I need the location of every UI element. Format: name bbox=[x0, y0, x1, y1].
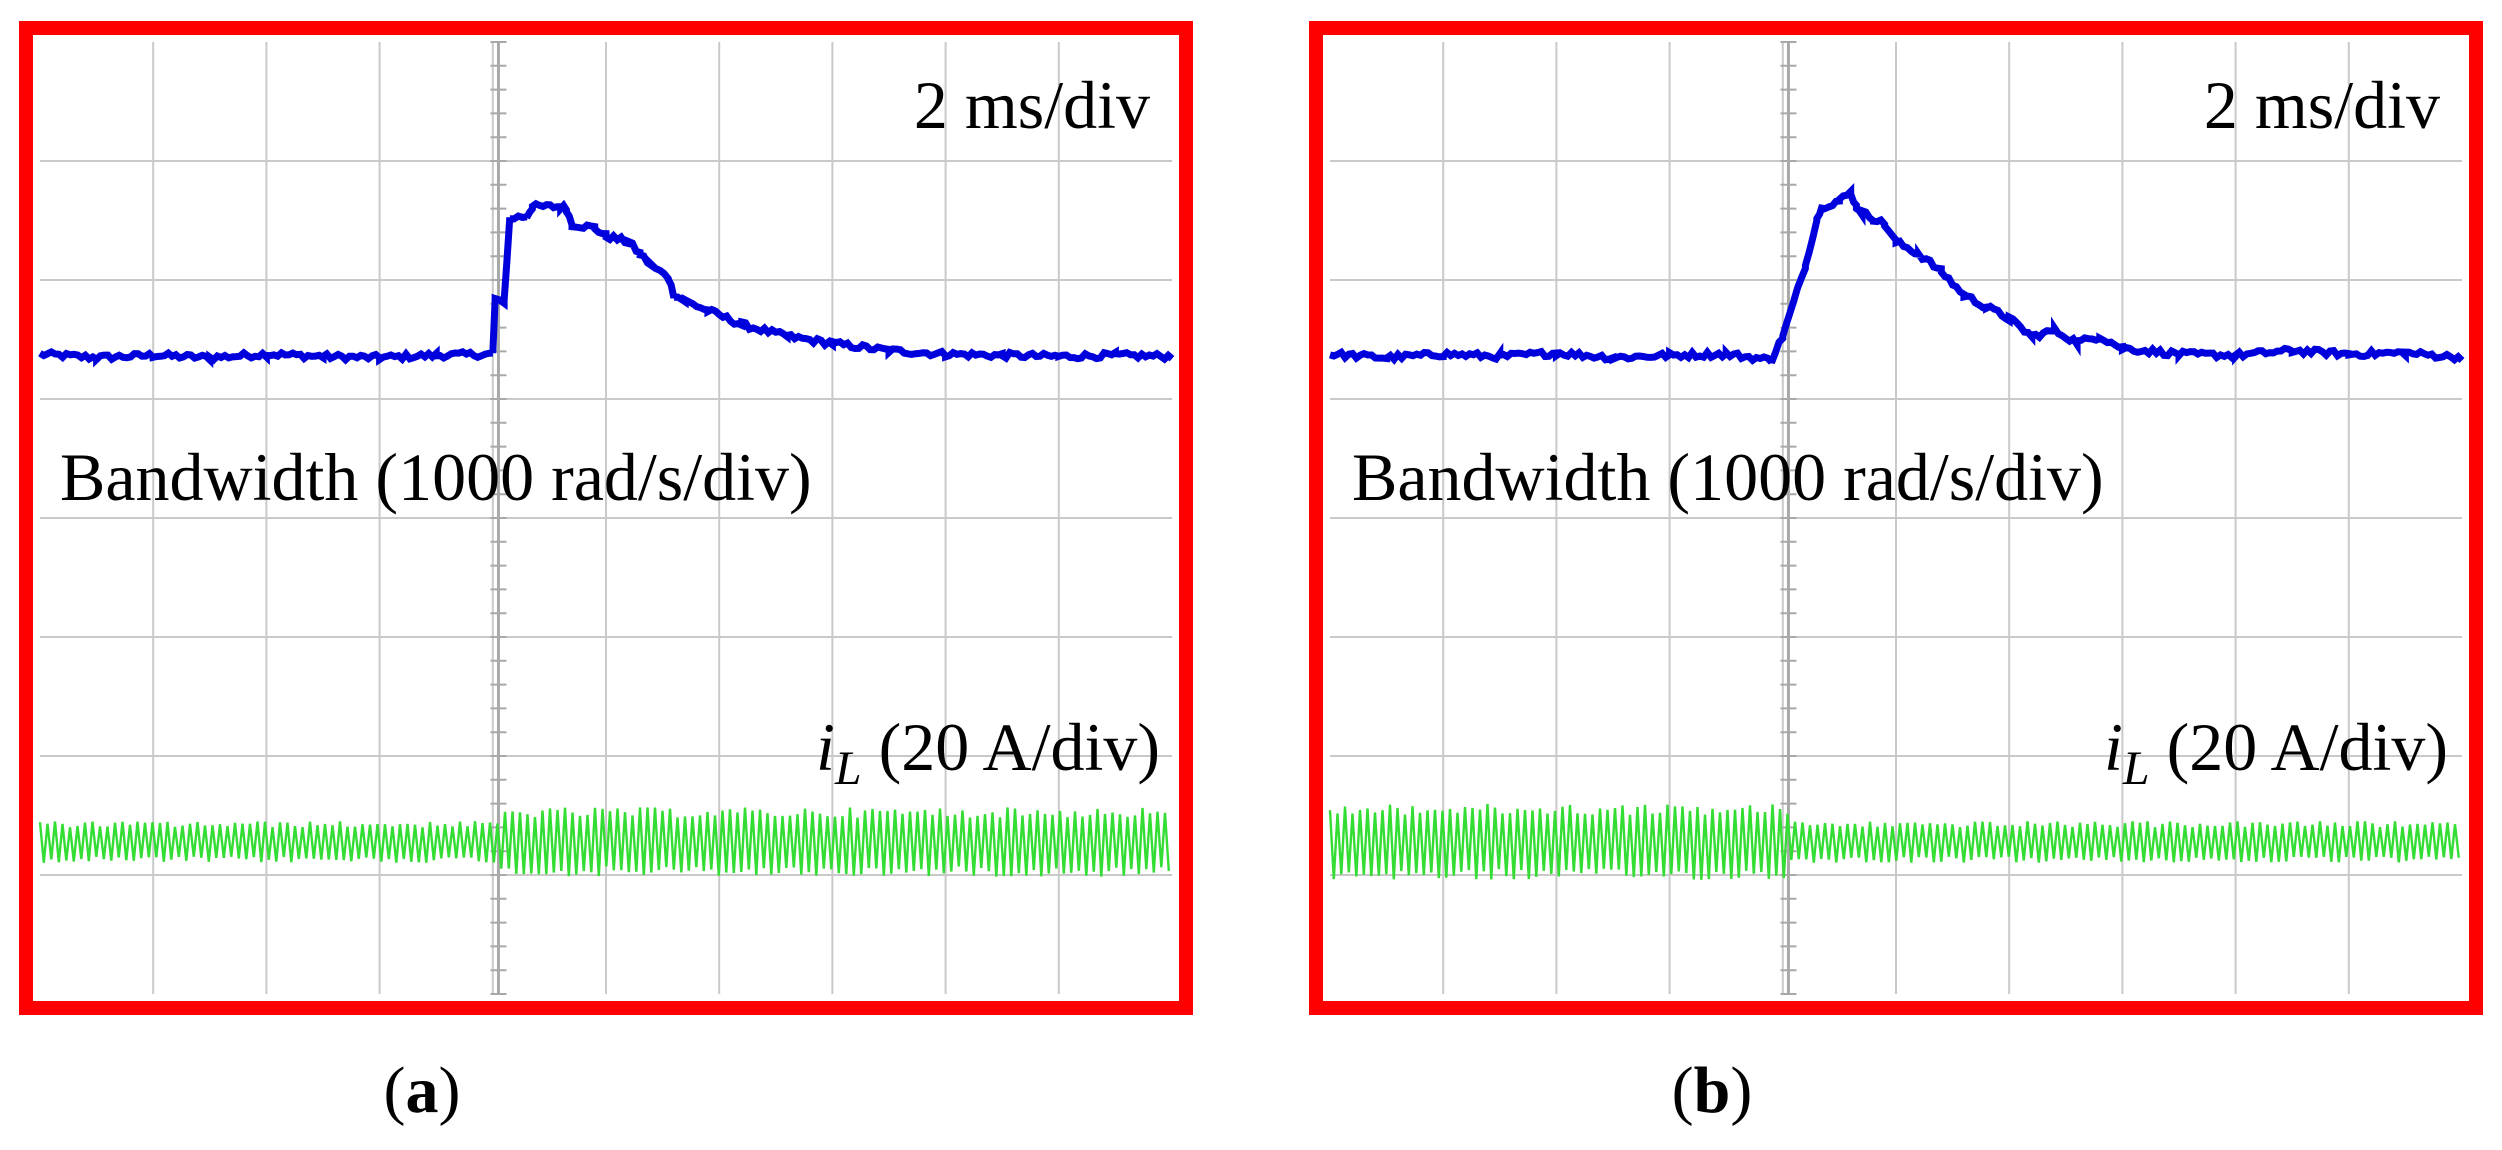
panel-frame-a bbox=[19, 21, 1193, 1015]
time-scale-label-b: 2 ms/div bbox=[2204, 67, 2440, 143]
current-label-rest-b: (20 A/div) bbox=[2150, 709, 2448, 785]
current-label-a: iL (20 A/div) bbox=[816, 709, 1160, 795]
current-label-symbol-a: i bbox=[816, 709, 835, 785]
inductor-current-trace bbox=[1328, 803, 2460, 880]
bandwidth-label-a: Bandwidth (1000 rad/s/div) bbox=[60, 439, 812, 515]
current-label-subscript-b: L bbox=[2122, 742, 2150, 795]
current-label-symbol-b: i bbox=[2104, 709, 2123, 785]
panel-letter-a: a bbox=[406, 1054, 439, 1127]
bandwidth-trace bbox=[38, 199, 1175, 369]
panel-letter-b: b bbox=[1694, 1054, 1731, 1127]
bandwidth-trace bbox=[1329, 182, 2465, 366]
panel-caption-a: (a) bbox=[384, 1054, 461, 1127]
panel-frame-b bbox=[1309, 21, 2483, 1015]
panel-a: 2 ms/div Bandwidth (1000 rad/s/div) iL (… bbox=[19, 21, 1193, 1127]
grid-a bbox=[40, 41, 1172, 995]
traces-a bbox=[38, 199, 1175, 877]
time-scale-label-a: 2 ms/div bbox=[914, 67, 1150, 143]
bandwidth-label-b: Bandwidth (1000 rad/s/div) bbox=[1352, 439, 2104, 515]
inductor-current-trace bbox=[38, 807, 1170, 877]
panel-b: 2 ms/div Bandwidth (1000 rad/s/div) iL (… bbox=[1309, 21, 2483, 1127]
panel-caption-b: (b) bbox=[1672, 1054, 1753, 1127]
current-label-b: iL (20 A/div) bbox=[2104, 709, 2448, 795]
current-label-subscript-a: L bbox=[834, 742, 862, 795]
current-label-rest-a: (20 A/div) bbox=[862, 709, 1160, 785]
traces-b bbox=[1328, 182, 2465, 880]
